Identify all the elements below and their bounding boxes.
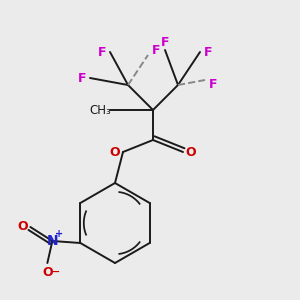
Text: N: N: [46, 234, 58, 248]
Text: F: F: [204, 46, 212, 59]
Text: O: O: [42, 266, 53, 278]
Text: +: +: [55, 229, 63, 239]
Text: O: O: [110, 146, 120, 158]
Text: F: F: [152, 44, 160, 58]
Text: F: F: [161, 35, 169, 49]
Text: −: −: [51, 267, 60, 277]
Text: CH₃: CH₃: [89, 103, 111, 116]
Text: F: F: [78, 71, 86, 85]
Text: O: O: [17, 220, 28, 233]
Text: F: F: [98, 46, 106, 59]
Text: F: F: [209, 77, 217, 91]
Text: O: O: [186, 146, 196, 158]
